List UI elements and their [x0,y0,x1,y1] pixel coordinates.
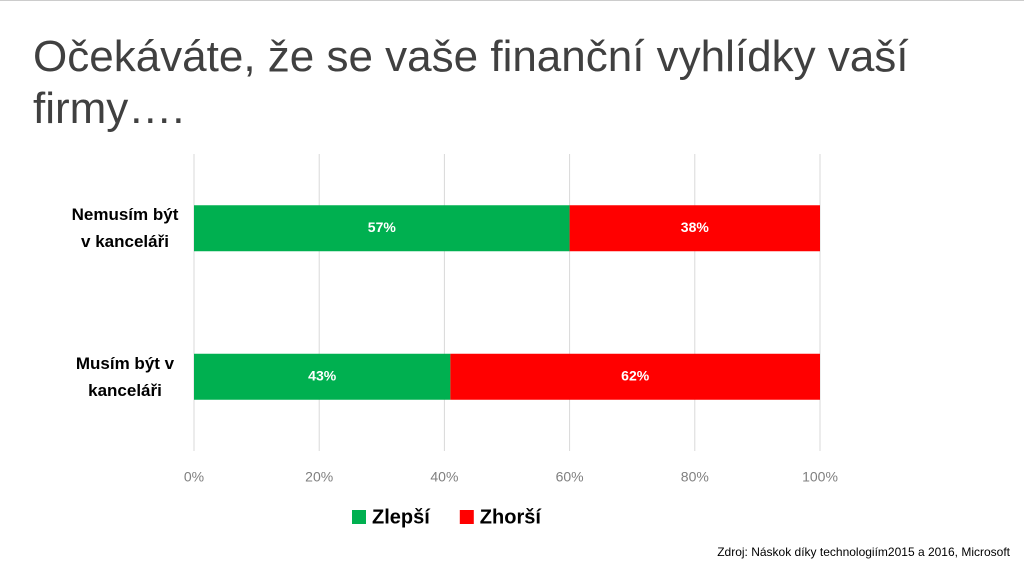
chart-title: Očekáváte, že se vaše finanční vyhlídky … [33,32,909,133]
x-tick-label: 40% [430,469,458,485]
data-label: 62% [621,367,650,383]
x-tick-label: 80% [681,469,709,485]
y-tick-label: Musím být v kanceláři [75,353,175,400]
legend-label: Zhorší [480,506,543,528]
data-label: 38% [681,219,710,235]
legend-swatch [459,510,474,524]
legend-label: Zlepší [372,506,431,528]
source-note: Zdroj: Náskok díky technologiím2015 a 20… [717,545,1010,559]
bar [194,353,451,400]
x-tick-label: 0% [184,469,204,485]
data-label: 57% [368,219,397,235]
data-label: 43% [308,367,337,383]
x-tick-label: 20% [305,469,333,485]
y-tick-label: Nemusím být v kanceláři [71,205,179,252]
x-tick-label: 60% [556,469,584,485]
legend-swatch [352,510,366,524]
bar [569,205,820,252]
x-tick-label: 100% [802,469,838,485]
bar [194,205,570,252]
bar [450,353,820,400]
